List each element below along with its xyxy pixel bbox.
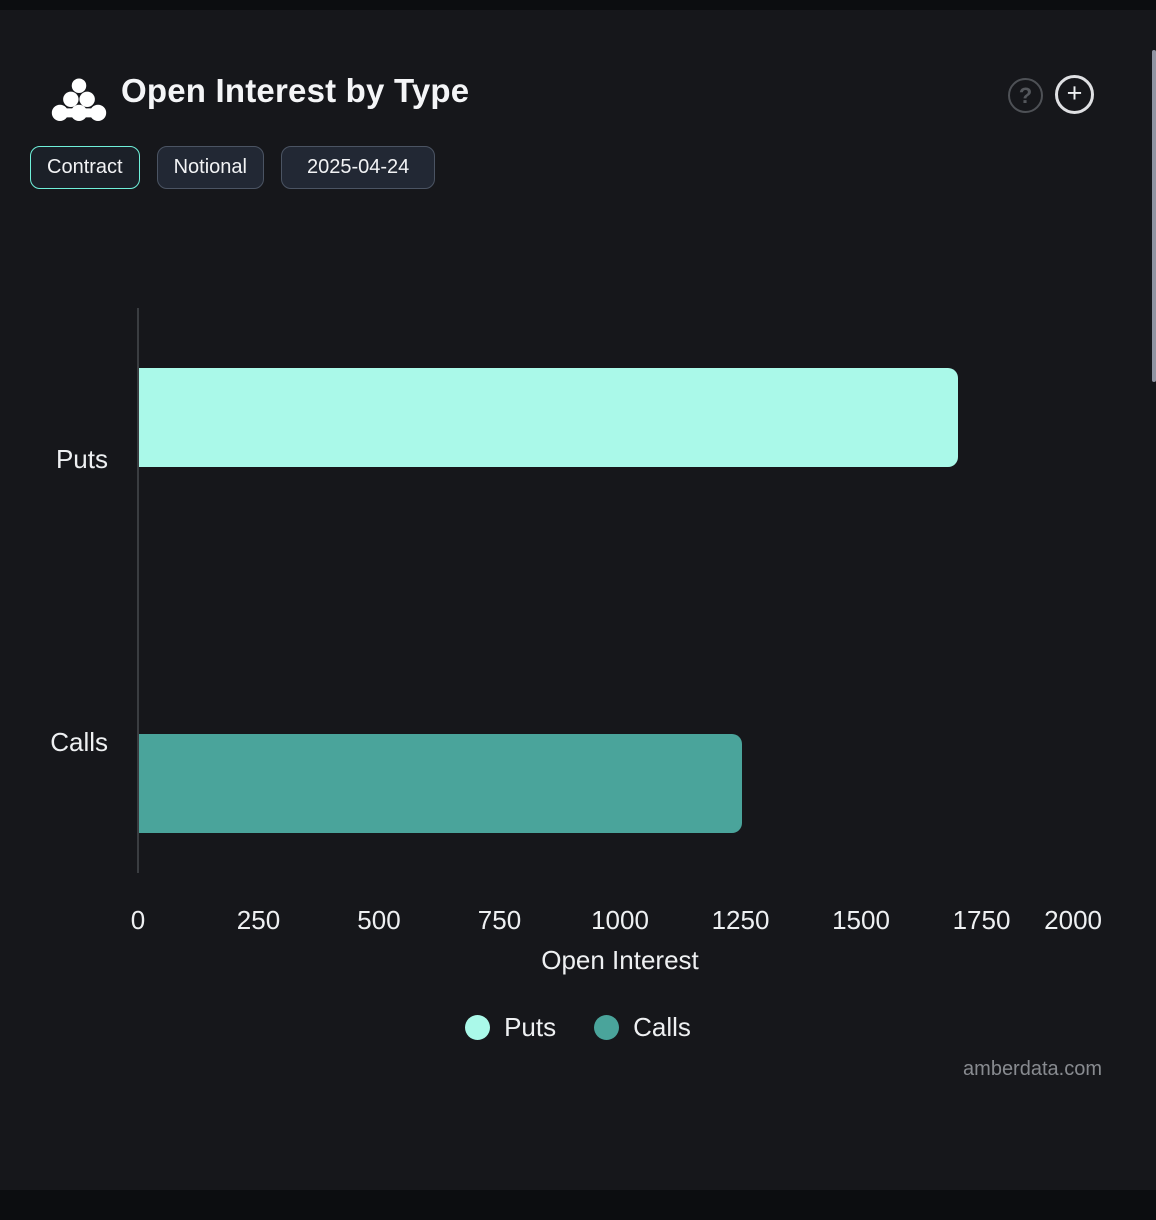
x-axis-tick-label: 2000	[1044, 905, 1102, 935]
amberdata-logo-icon	[51, 78, 107, 122]
bar-puts	[139, 367, 959, 467]
legend-label: Puts	[504, 1012, 557, 1042]
question-mark-icon: ?	[1018, 82, 1033, 108]
x-axis-tick-label: 750	[477, 905, 522, 935]
y-axis-category-label: Puts	[55, 444, 108, 475]
legend-item-puts[interactable]: Puts	[465, 1012, 556, 1043]
x-axis-tick-label: 1250	[711, 905, 770, 935]
open-interest-bar-chart: Open Interest Puts Calls 0 250 500 750 1000 125…	[0, 10, 1156, 1220]
x-axis-title: Open Interest	[541, 945, 699, 975]
contract-toggle-button[interactable]: Contract	[30, 146, 140, 189]
y-axis-category-label: Calls	[50, 726, 108, 757]
chart-card: Open Interest by Type ? + Contract Notio…	[0, 10, 1156, 1190]
x-axis-tick-label: 250	[236, 905, 281, 935]
card-header: Open Interest by Type ? +	[0, 10, 1156, 140]
legend-swatch-icon	[594, 1015, 620, 1040]
legend-item-calls[interactable]: Calls	[594, 1012, 691, 1043]
date-selector-button[interactable]: 2025-04-24	[280, 146, 436, 189]
legend-swatch-icon	[465, 1015, 491, 1040]
x-axis-tick-label: 500	[357, 905, 401, 935]
add-button[interactable]: +	[1055, 75, 1094, 114]
x-axis-tick-label: 0	[130, 905, 146, 935]
vertical-scrollbar-thumb[interactable]	[1152, 50, 1156, 382]
watermark: amberdata.com	[963, 1058, 1102, 1080]
x-axis-tick-label: 1750	[952, 905, 1011, 935]
bar-calls	[139, 734, 742, 834]
x-axis-tick-label: 1500	[832, 905, 890, 935]
notional-toggle-button[interactable]: Notional	[156, 146, 264, 189]
x-axis-tick-label: 1000	[591, 905, 649, 935]
page-title: Open Interest by Type	[121, 72, 470, 109]
toolbar: Contract Notional 2025-04-24	[30, 146, 436, 189]
chart-legend: Puts Calls	[0, 1012, 1156, 1043]
legend-label: Calls	[633, 1012, 691, 1042]
help-button[interactable]: ?	[1008, 78, 1043, 113]
y-axis-line	[137, 308, 139, 873]
plus-icon: +	[1066, 78, 1083, 108]
